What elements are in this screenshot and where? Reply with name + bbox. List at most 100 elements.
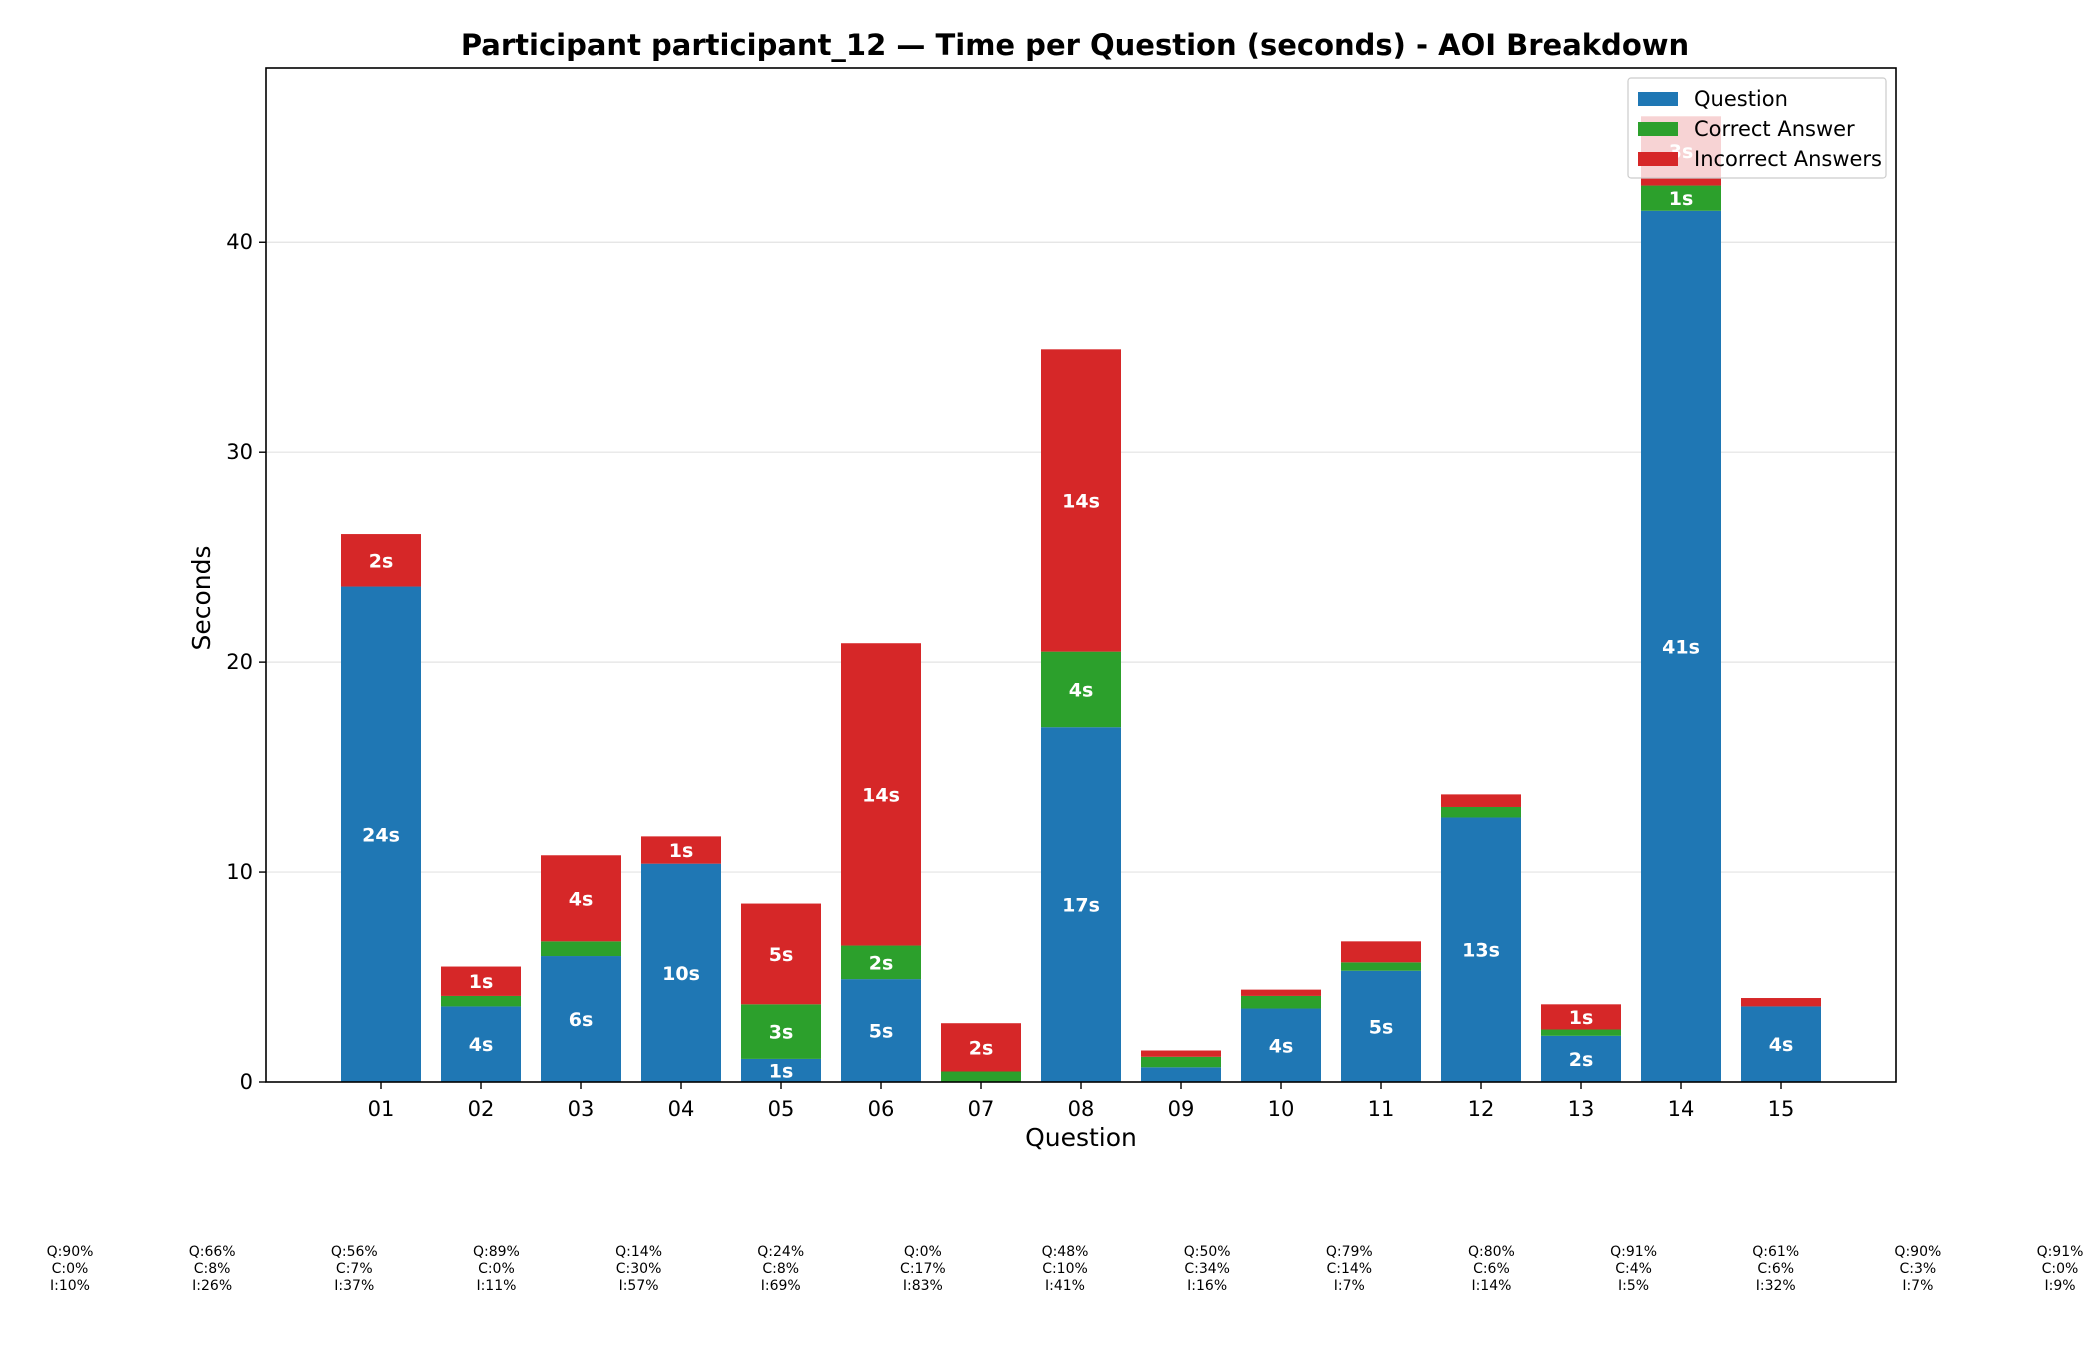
x-tick-label: 10 <box>1268 1097 1295 1121</box>
y-tick-label: 0 <box>240 1070 253 1094</box>
x-tick-label: 07 <box>968 1097 995 1121</box>
aoi-share-text: Q:90% <box>1894 1244 1941 1260</box>
bar-segment <box>441 966 521 996</box>
x-tick-label: 14 <box>1668 1097 1695 1121</box>
aoi-share-text: Q:80% <box>1468 1244 1515 1260</box>
aoi-share-text: Q:66% <box>189 1244 236 1260</box>
aoi-share-text: Q:50% <box>1184 1244 1231 1260</box>
legend-frame <box>1627 77 1887 179</box>
segment-value-label: 5s <box>769 944 794 966</box>
y-axis-ticks: 0 10 20 30 40 <box>226 230 266 1094</box>
bar-segment <box>1241 995 1321 1009</box>
x-tick-label: 13 <box>1568 1097 1595 1121</box>
x-axis-ticks: 01 02 03 04 05 06 07 08 09 10 11 12 13 14 15 <box>368 1082 1795 1121</box>
aoi-share-text: C:14% <box>1326 1261 1372 1277</box>
aoi-share-annotations: Q:90%C:0%I:10%Q:66%C:8%I:26%Q:56%C:7%I:3… <box>47 1244 2084 1294</box>
segment-value-label: 2s <box>369 550 394 572</box>
aoi-share-text: C:8% <box>762 1261 799 1277</box>
bar-segment <box>1641 185 1721 211</box>
aoi-share-text: C:30% <box>616 1261 662 1277</box>
bar-segment <box>1441 817 1521 1082</box>
bar-segment <box>841 643 921 946</box>
bars <box>341 116 1821 1083</box>
aoi-share-text: C:0% <box>478 1261 515 1277</box>
bar-segment <box>1041 727 1121 1082</box>
segment-value-label: 10s <box>662 963 700 985</box>
aoi-share-text: Q:56% <box>331 1244 378 1260</box>
x-tick-label: 05 <box>768 1097 795 1121</box>
y-tick-label: 40 <box>226 230 253 254</box>
segment-value-label: 4s <box>1769 1034 1794 1056</box>
segment-value-label: 3s <box>769 1022 794 1044</box>
x-tick-label: 08 <box>1068 1097 1095 1121</box>
x-tick-label: 03 <box>568 1097 595 1121</box>
segment-value-label: 24s <box>362 824 400 846</box>
segment-value-label: 17s <box>1062 895 1100 917</box>
segment-value-label: 4s <box>1069 679 1094 701</box>
aoi-share-text: C:4% <box>1615 1261 1652 1277</box>
aoi-share-text: Q:48% <box>1042 1244 1089 1260</box>
segment-value-label: 14s <box>1062 490 1100 512</box>
x-tick-label: 04 <box>668 1097 695 1121</box>
bar-segment <box>1341 962 1421 971</box>
segment-value-label: 4s <box>569 888 594 910</box>
bar-segment <box>1141 1056 1221 1068</box>
bar-segment <box>841 979 921 1082</box>
segment-value-label: 4s <box>469 1034 494 1056</box>
legend-swatch <box>1638 152 1678 166</box>
y-tick-label: 20 <box>226 650 253 674</box>
aoi-share-text: C:17% <box>900 1261 946 1277</box>
bar-segment <box>1141 1050 1221 1057</box>
bar-segment <box>441 1006 521 1082</box>
aoi-share-text: I:69% <box>761 1278 801 1294</box>
bar-segment <box>341 586 421 1082</box>
segment-value-label: 14s <box>862 784 900 806</box>
bar-segment <box>541 956 621 1082</box>
aoi-share-text: Q:91% <box>1610 1244 1657 1260</box>
segment-labels: 24s 2s 4s 1s 6s 4s 10s 1s 1s 3s 5s 5s 2s 14s 2s 17s 4s 14… <box>362 141 1793 1083</box>
bar-segment <box>541 855 621 942</box>
bar-segment <box>1641 210 1721 1083</box>
x-axis-label: Question <box>1025 1123 1137 1152</box>
bar-segment <box>941 1023 1021 1072</box>
bar-segment <box>641 836 721 864</box>
aoi-share-text: C:6% <box>1473 1261 1510 1277</box>
aoi-share-text: I:37% <box>334 1278 374 1294</box>
x-tick-label: 11 <box>1368 1097 1395 1121</box>
segment-value-label: 41s <box>1662 636 1700 658</box>
bar-segment <box>1241 1008 1321 1082</box>
bar-segment <box>641 863 721 1082</box>
x-tick-label: 15 <box>1768 1097 1795 1121</box>
aoi-share-text: C:10% <box>1042 1261 1088 1277</box>
segment-value-label: 4s <box>1269 1035 1294 1057</box>
aoi-share-text: Q:91% <box>2037 1244 2084 1260</box>
aoi-share-text: I:7% <box>1334 1278 1365 1294</box>
aoi-share-text: C:0% <box>2042 1261 2079 1277</box>
legend-swatch <box>1638 122 1678 136</box>
x-tick-label: 09 <box>1168 1097 1195 1121</box>
x-tick-label: 06 <box>868 1097 895 1121</box>
segment-value-label: 5s <box>869 1021 894 1043</box>
aoi-share-text: I:32% <box>1756 1278 1796 1294</box>
segment-value-label: 5s <box>1369 1016 1394 1038</box>
bar-segment <box>1741 998 1821 1007</box>
bar-segment <box>1541 1035 1621 1082</box>
aoi-share-text: Q:89% <box>473 1244 520 1260</box>
aoi-share-text: C:3% <box>1900 1261 1937 1277</box>
segment-value-label: 1s <box>1669 188 1694 210</box>
aoi-share-text: I:14% <box>1471 1278 1511 1294</box>
bar-segment <box>1241 989 1321 996</box>
aoi-share-text: C:0% <box>52 1261 89 1277</box>
aoi-share-text: Q:24% <box>757 1244 804 1260</box>
aoi-share-text: C:6% <box>1757 1261 1794 1277</box>
bar-segment <box>741 903 821 1005</box>
y-tick-label: 30 <box>226 440 253 464</box>
aoi-share-text: C:34% <box>1184 1261 1230 1277</box>
bar-segment <box>1441 806 1521 818</box>
aoi-share-text: C:8% <box>194 1261 231 1277</box>
bar-segment <box>1441 794 1521 807</box>
legend-label: Question <box>1694 87 1788 111</box>
aoi-share-text: Q:90% <box>47 1244 94 1260</box>
legend-swatch <box>1638 92 1678 106</box>
